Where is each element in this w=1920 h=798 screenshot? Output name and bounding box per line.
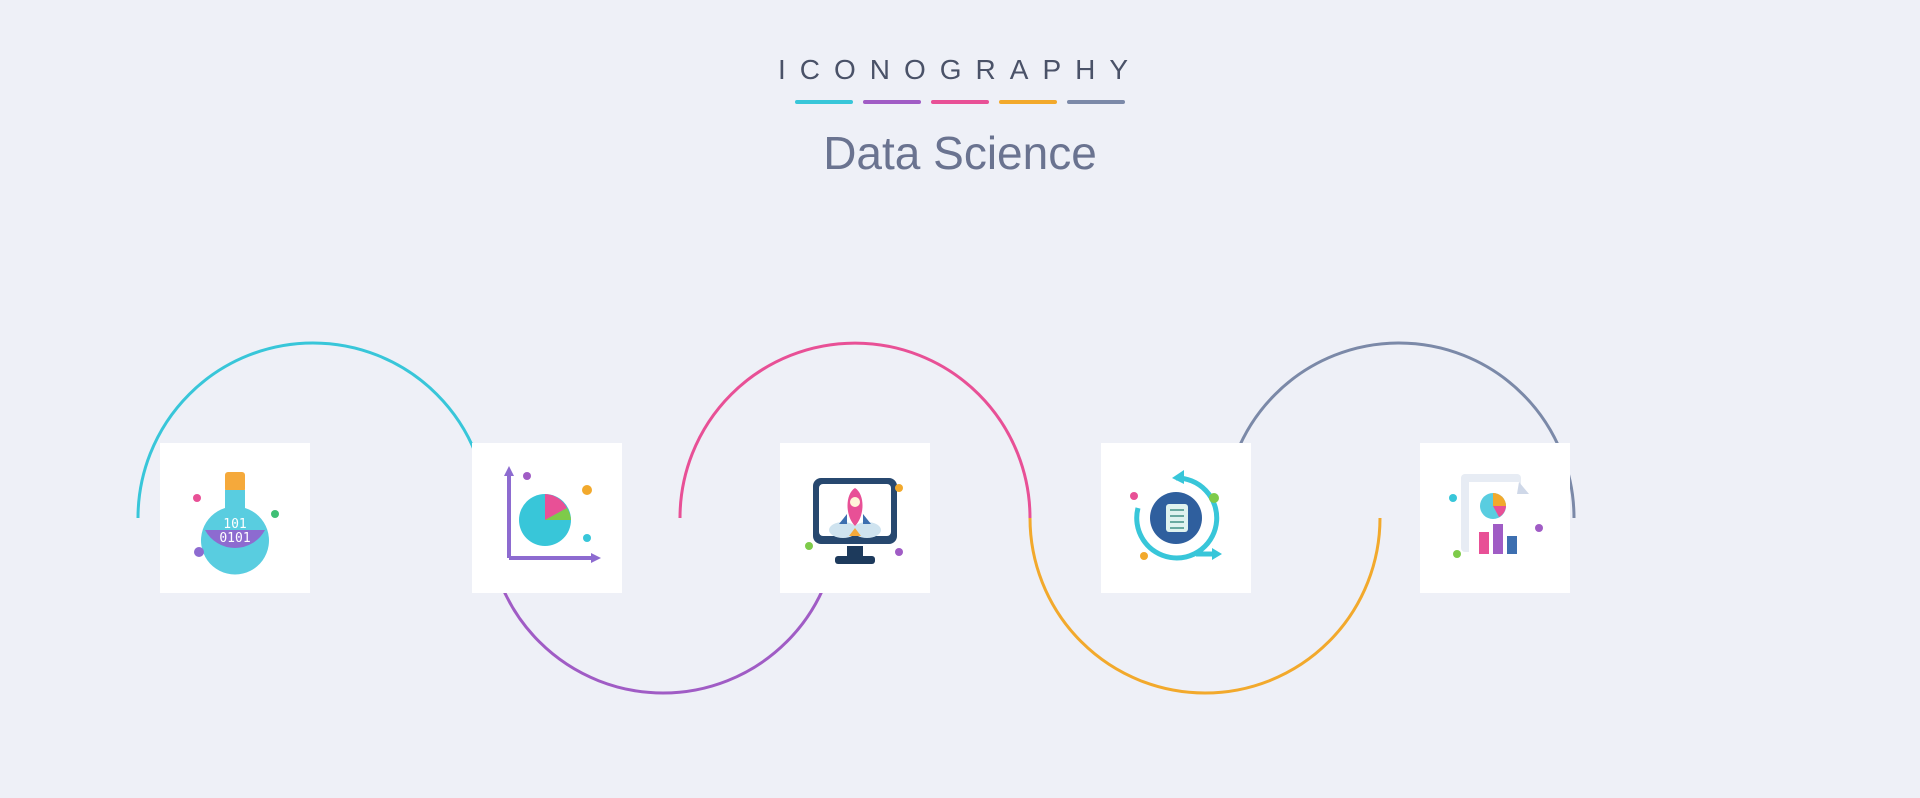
rocket-screen-icon: [780, 443, 930, 593]
report-chart-icon: [1420, 443, 1570, 593]
doc-cycle-icon: [1101, 443, 1251, 593]
wave-path: [0, 0, 1920, 798]
flask-binary-icon: 1010101: [160, 443, 310, 593]
pie-axes-icon: [472, 443, 622, 593]
svg-text:0101: 0101: [219, 531, 250, 546]
svg-text:101: 101: [223, 517, 246, 532]
